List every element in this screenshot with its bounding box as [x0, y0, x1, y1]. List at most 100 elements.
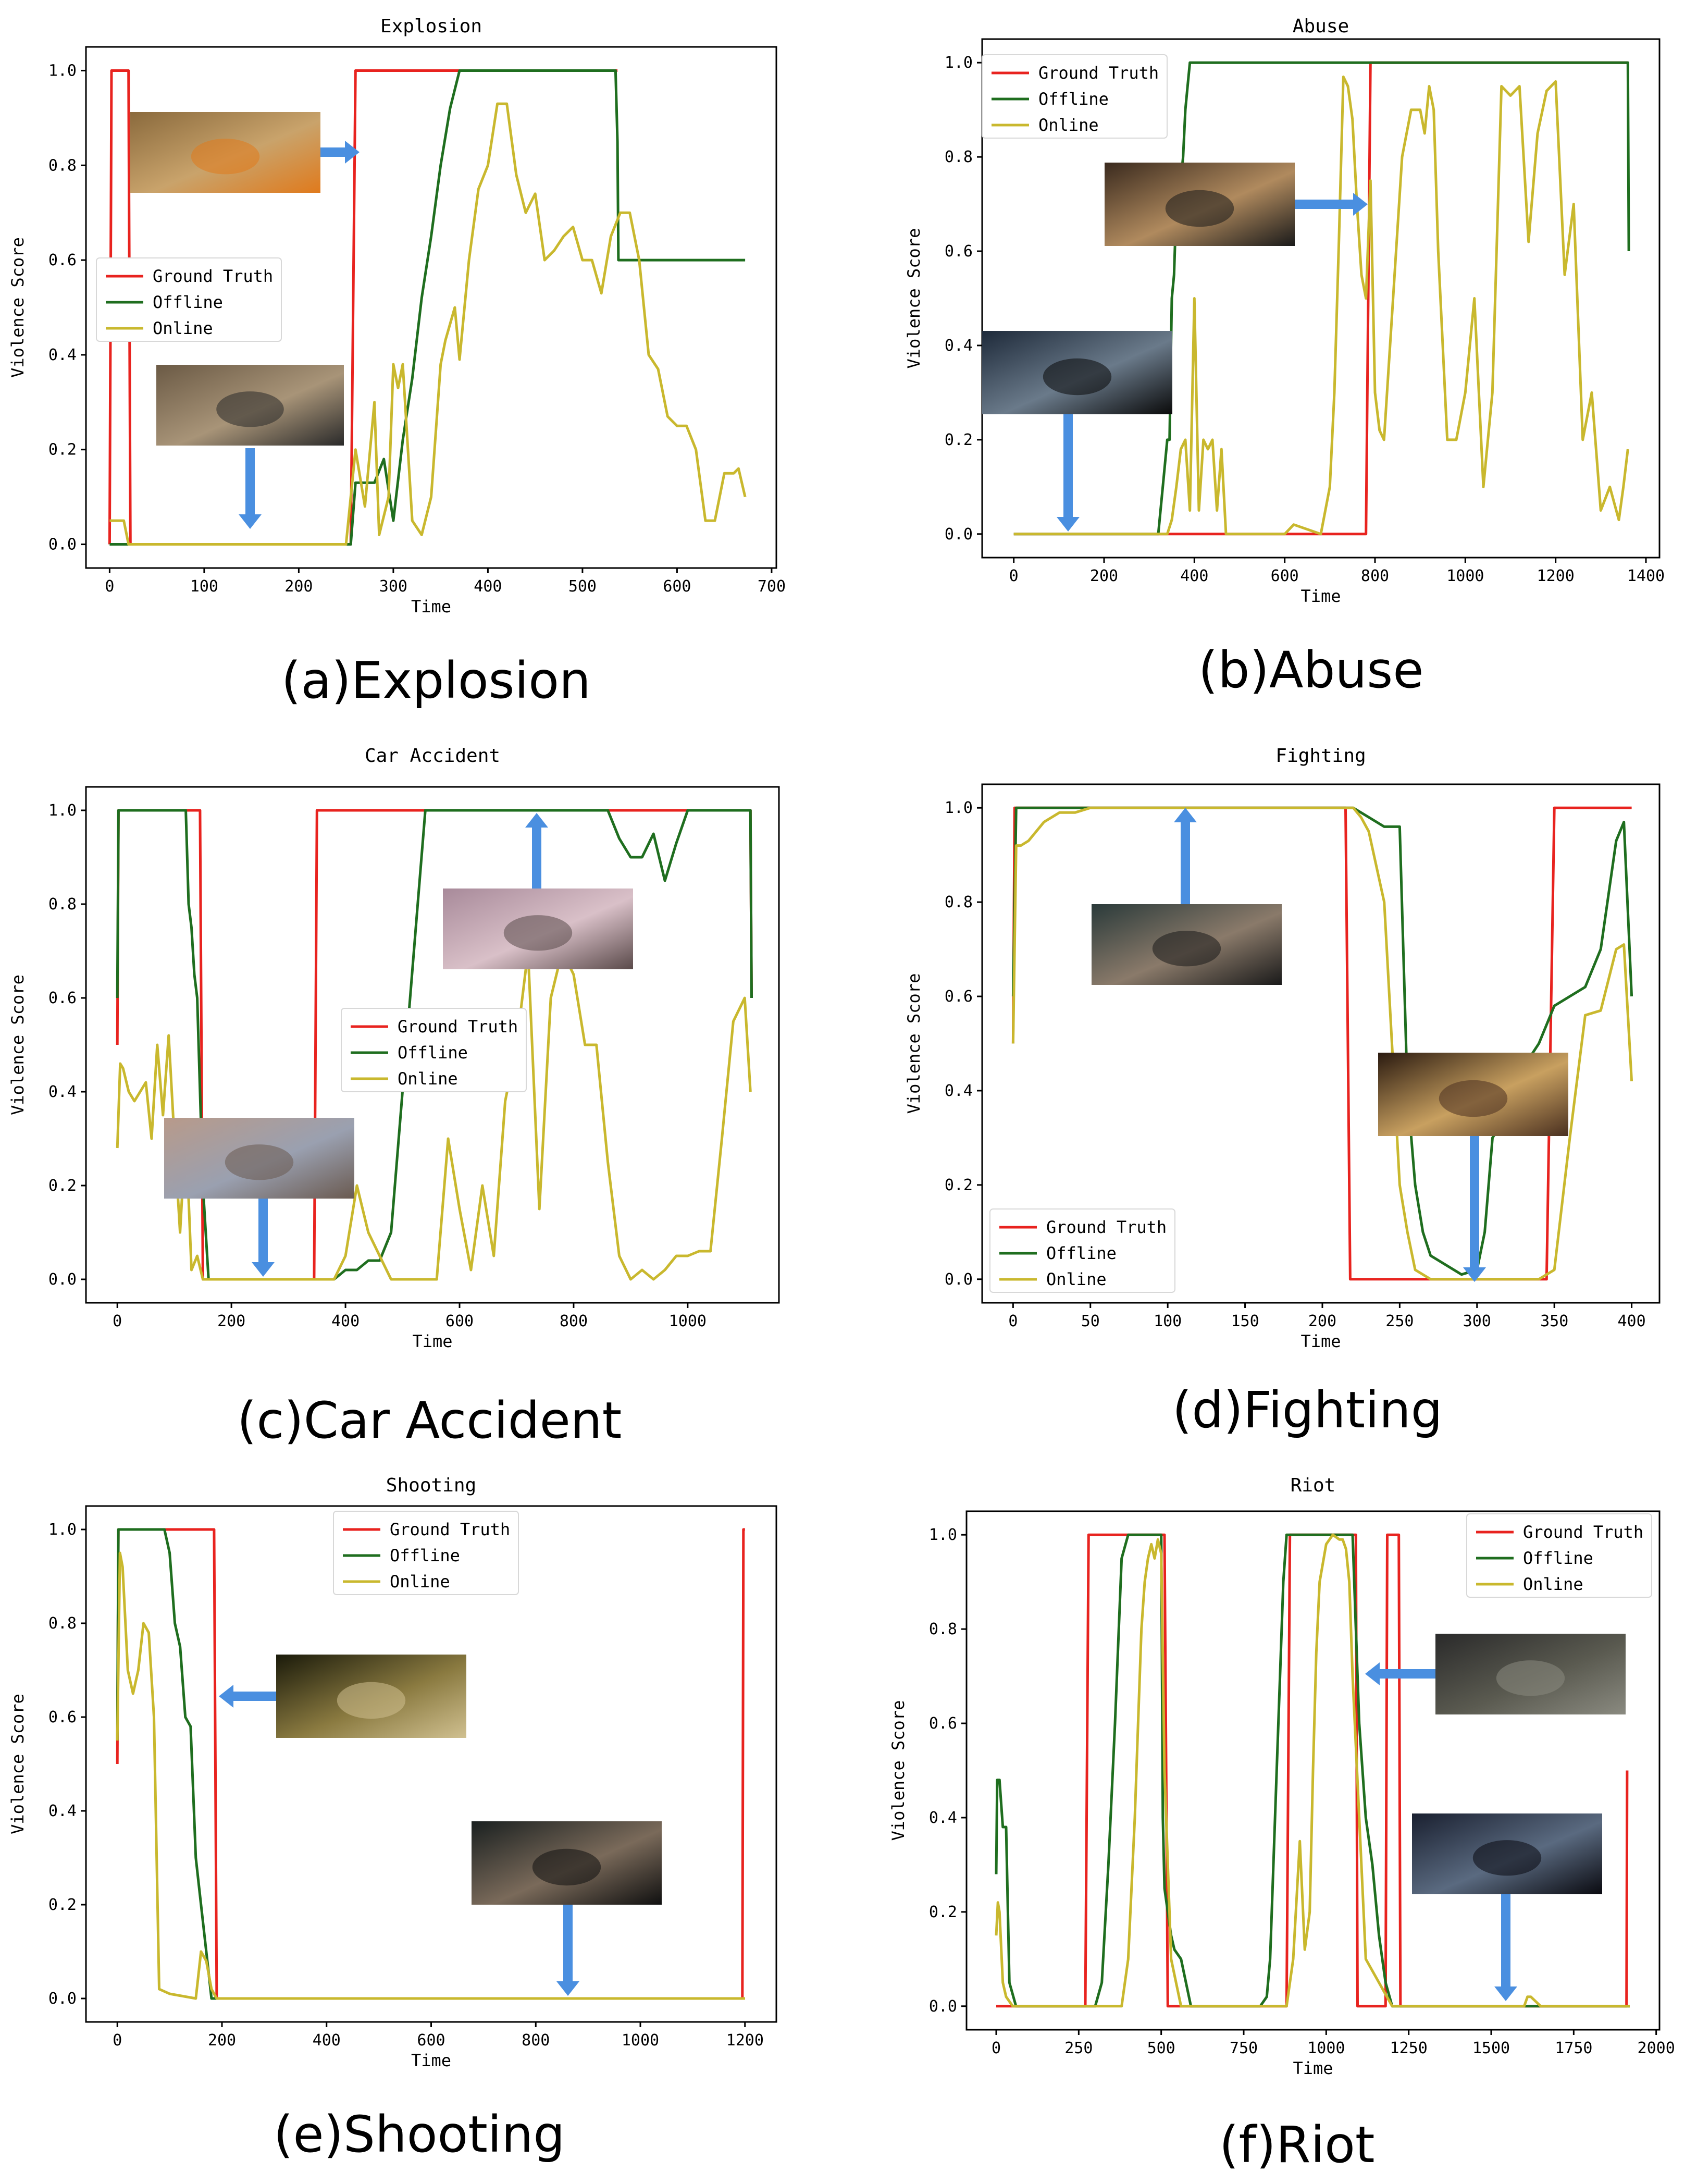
- y-tick-label: 0.0: [48, 1990, 77, 2008]
- series-online: [995, 1533, 1630, 2008]
- x-tick-label: 400: [313, 2031, 341, 2050]
- x-tick-label: 300: [379, 577, 407, 596]
- caption-explosion: (a)Explosion: [281, 651, 591, 710]
- x-tick-label: 400: [331, 1312, 360, 1330]
- video-frame-thumbnail: [156, 365, 344, 446]
- video-frame-thumbnail: [164, 1118, 354, 1199]
- video-frame-thumbnail: [130, 112, 320, 193]
- pointer-arrow-icon: [556, 1905, 579, 1996]
- x-tick-label: 1750: [1555, 2039, 1592, 2057]
- chart-explosion: Explosion 0.0 0.2 0.4 0.6 0.8 1.0 0 100 200 300 400…: [8, 16, 786, 616]
- x-tick-label: 1250: [1390, 2039, 1428, 2057]
- chart-title: Explosion: [380, 16, 482, 37]
- plot-frame: [85, 46, 777, 569]
- y-tick-label: 0.0: [48, 536, 77, 554]
- legend: Ground Truth Offline Online: [1466, 1513, 1652, 1598]
- y-tick-label: 0.4: [945, 1082, 973, 1100]
- x-tick-label: 1200: [726, 2031, 764, 2050]
- x-tick-label: 1200: [1537, 567, 1575, 585]
- series-offline: [116, 1528, 745, 2000]
- legend-label: Ground Truth: [1046, 1217, 1167, 1237]
- caption-riot: (f)Riot: [1219, 2116, 1375, 2174]
- legend: Ground Truth Offline Online: [989, 1208, 1175, 1293]
- video-frame-thumbnail: [1105, 163, 1295, 246]
- y-tick-label: 0.6: [48, 1708, 77, 1726]
- x-tick-label: 150: [1231, 1312, 1259, 1330]
- caption-abuse: (b)Abuse: [1198, 641, 1424, 699]
- x-axis-label: Time: [1300, 1331, 1341, 1351]
- legend-label: Offline: [153, 292, 223, 312]
- y-tick-label: 0.2: [48, 1177, 77, 1195]
- x-tick-label: 1000: [669, 1312, 707, 1330]
- legend-label: Online: [1038, 115, 1099, 135]
- y-tick-label: 0.6: [48, 989, 77, 1007]
- x-tick-label: 0: [1008, 1312, 1018, 1330]
- pointer-arrow-icon: [320, 141, 360, 164]
- x-tick-label: 200: [1308, 1312, 1336, 1330]
- video-frame-thumbnail: [276, 1655, 466, 1738]
- x-tick-label: 100: [1154, 1312, 1182, 1330]
- caption-shooting: (e)Shooting: [274, 2105, 565, 2164]
- chart-title: Shooting: [386, 1475, 476, 1496]
- x-tick-label: 800: [1361, 567, 1389, 585]
- y-tick-label: 0.0: [48, 1270, 77, 1289]
- y-tick-label: 0.4: [48, 346, 77, 364]
- y-axis-label: Violence Score: [904, 228, 924, 369]
- legend-label: Ground Truth: [1523, 1522, 1643, 1542]
- video-frame-thumbnail: [982, 331, 1172, 414]
- pointer-arrow-icon: [1295, 193, 1368, 216]
- legend: Ground Truth Offline Online: [333, 1511, 519, 1595]
- legend-label: Online: [398, 1069, 458, 1089]
- x-axis-label: Time: [411, 597, 451, 616]
- y-tick-label: 1.0: [945, 799, 973, 817]
- x-tick-label: 0: [992, 2039, 1001, 2057]
- legend-label: Online: [390, 1572, 450, 1591]
- x-tick-label: 1000: [622, 2031, 659, 2050]
- series-offline: [1011, 806, 1633, 1276]
- y-tick-label: 0.0: [945, 525, 973, 544]
- x-tick-label: 100: [190, 577, 218, 596]
- y-tick-label: 0.2: [945, 431, 973, 449]
- legend-label: Ground Truth: [153, 266, 273, 286]
- video-frame-thumbnail: [443, 889, 633, 969]
- pointer-arrow-icon: [252, 1199, 275, 1277]
- chart-abuse: Abuse 0.0 0.2 0.4 0.6 0.8 1.0 0 200 400 600 800 1000…: [904, 16, 1665, 606]
- y-tick-label: 0.8: [48, 156, 77, 175]
- y-tick-label: 0.6: [929, 1714, 957, 1733]
- x-tick-label: 0: [113, 1312, 122, 1330]
- pointer-arrow-icon: [239, 448, 262, 529]
- series-ground-truth: [1011, 806, 1632, 1281]
- chart-car-accident: Car Accident 0.0 0.2 0.4 0.6 0.8 1.0 0 200 400 600…: [8, 745, 780, 1351]
- y-tick-label: 1.0: [48, 61, 77, 80]
- legend: Ground Truth Offline Online: [341, 1008, 527, 1092]
- y-tick-label: 0.4: [48, 1083, 77, 1101]
- legend-label: Online: [1523, 1574, 1583, 1594]
- pointer-arrow-icon: [1365, 1662, 1435, 1685]
- x-tick-label: 50: [1081, 1312, 1100, 1330]
- legend-label: Offline: [1038, 89, 1109, 109]
- series-online: [1013, 75, 1629, 536]
- y-tick-label: 0.4: [929, 1809, 957, 1827]
- plot-frame: [85, 786, 780, 1304]
- chart-riot: Riot 0.0 0.2 0.4 0.6 0.8 1.0 0 250 500 750 1000 1250…: [888, 1475, 1675, 2078]
- x-tick-label: 250: [1385, 1312, 1414, 1330]
- x-tick-label: 0: [1009, 567, 1019, 585]
- y-tick-label: 0.0: [945, 1270, 973, 1289]
- legend-label: Offline: [398, 1043, 468, 1063]
- x-tick-label: 800: [560, 1312, 588, 1330]
- y-tick-label: 0.8: [48, 1614, 77, 1633]
- y-tick-label: 0.8: [48, 895, 77, 914]
- chart-title: Abuse: [1293, 16, 1349, 37]
- series-online: [116, 1551, 745, 2000]
- y-tick-label: 0.8: [945, 148, 973, 166]
- plot-frame: [965, 1510, 1661, 2031]
- x-tick-label: 250: [1064, 2039, 1093, 2057]
- series-ground-truth: [996, 1533, 1629, 2008]
- legend-label: Ground Truth: [398, 1017, 518, 1037]
- x-tick-label: 0: [113, 2031, 122, 2050]
- y-tick-label: 1.0: [48, 1521, 77, 1539]
- y-axis-label: Violence Score: [8, 974, 28, 1115]
- x-tick-label: 400: [1617, 1312, 1645, 1330]
- x-tick-label: 300: [1463, 1312, 1491, 1330]
- pointer-arrow-icon: [1174, 808, 1197, 904]
